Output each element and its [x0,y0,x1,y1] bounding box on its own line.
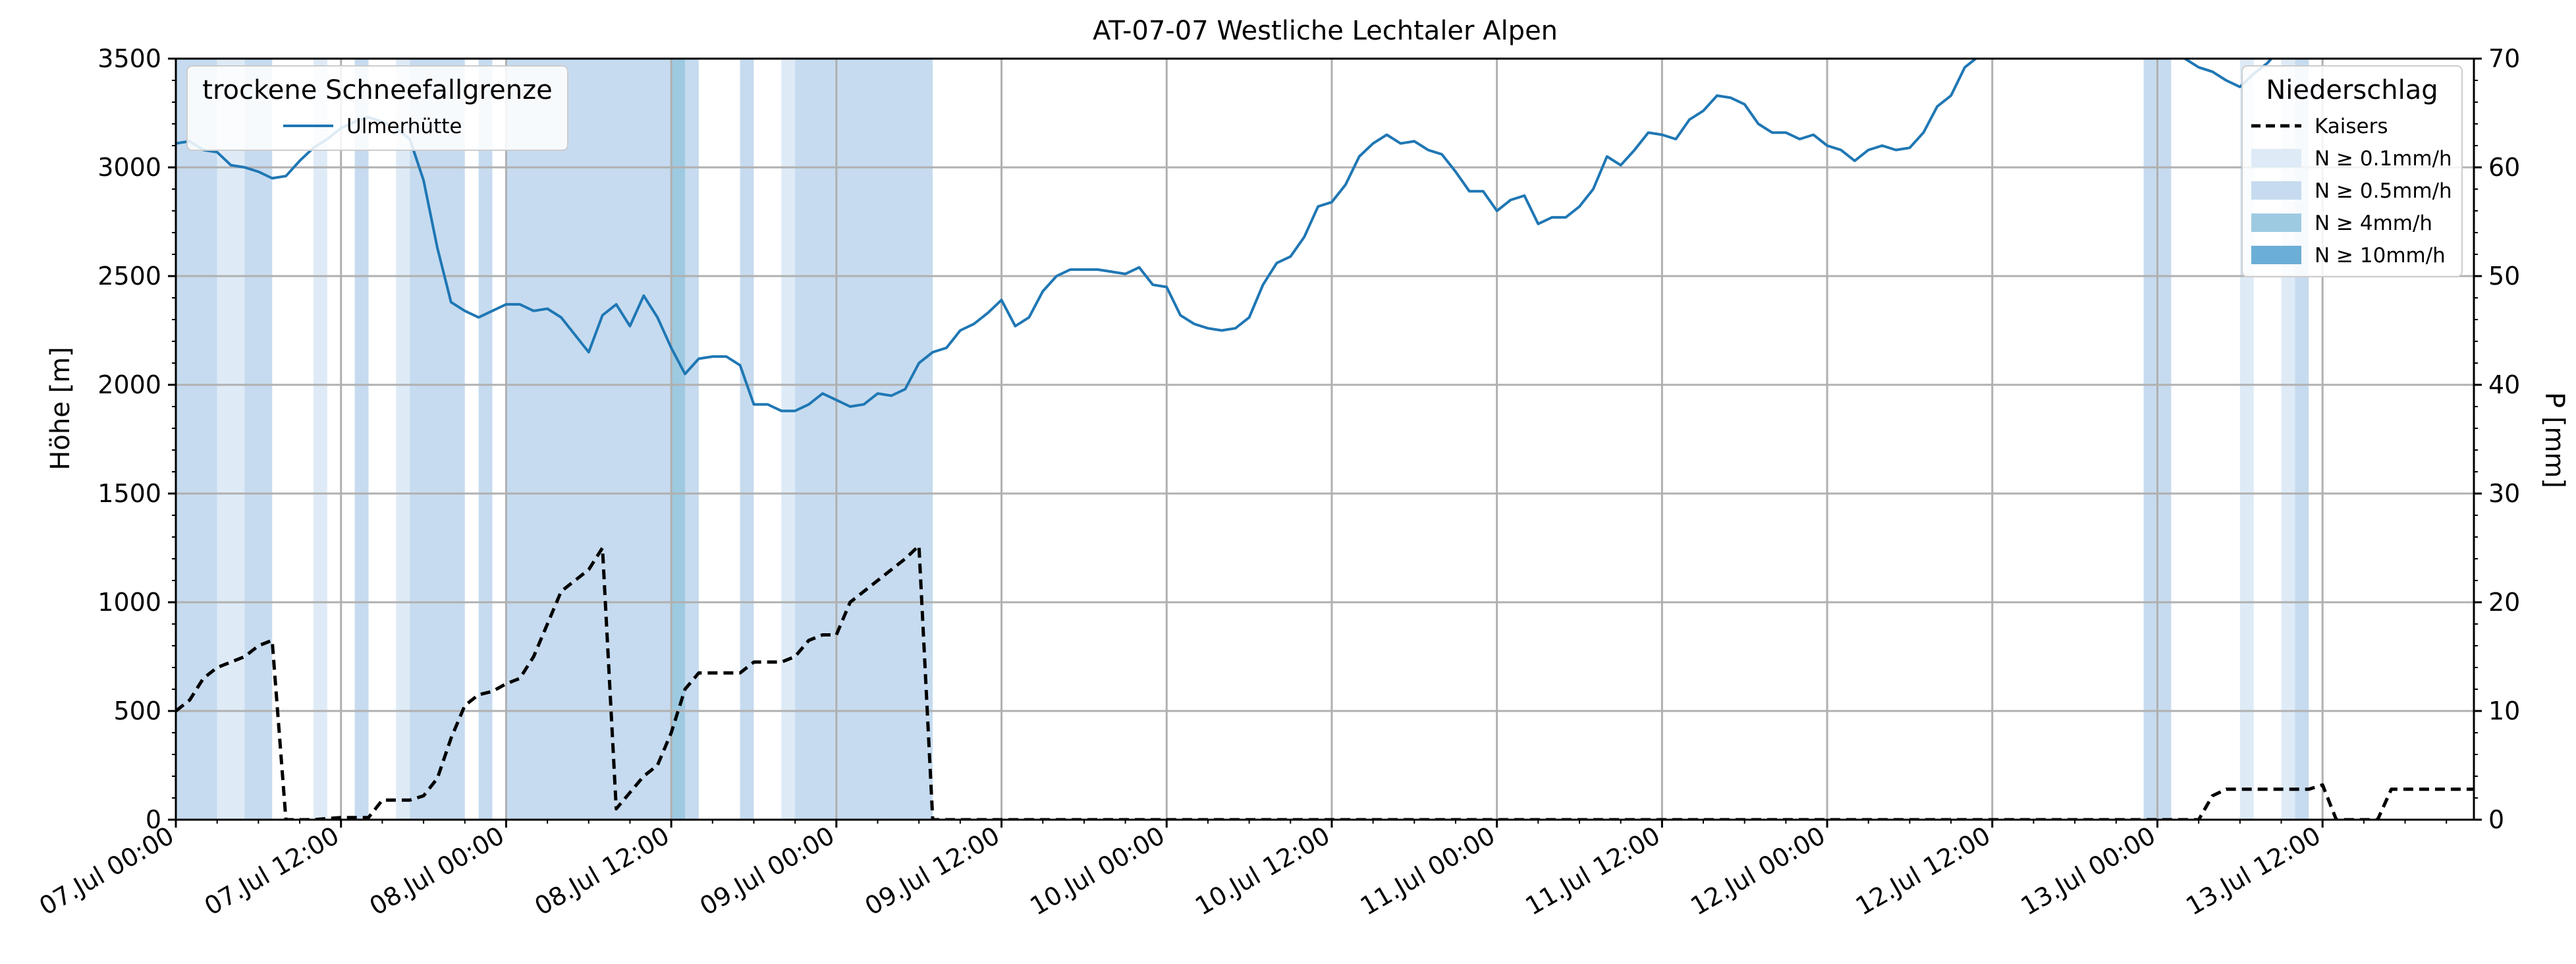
precip-band-n01 [217,59,245,820]
y2-tick-label: 70 [2488,44,2520,73]
precip-band-n05 [2143,59,2158,820]
legend-kaisers-label: Kaisers [2315,115,2388,138]
y-tick-label: 2000 [97,370,161,399]
chart-title: AT-07-07 Westliche Lechtaler Alpen [1093,16,1558,46]
legend-snowline: trockene Schneefallgrenze Ulmerhütte [186,65,568,151]
precip-band-n4 [671,59,686,820]
legend-n05-label: N ≥ 0.5mm/h [2315,179,2452,203]
legend-ulmerhuette-label: Ulmerhütte [346,115,462,138]
legend-n4-swatch [2251,213,2301,232]
legend-n01-swatch [2251,149,2301,167]
precip-band-n05 [2157,59,2172,820]
y2-tick-label: 30 [2488,479,2520,508]
y-tick-label: 1500 [97,479,161,508]
y2-tick-label: 0 [2488,805,2504,834]
precip-band-n05 [354,59,369,820]
plot-frame [175,57,2475,821]
precip-band-n05 [506,59,672,820]
precip-band-n05 [740,59,754,820]
y-tick-label: 0 [146,805,161,834]
y-tick-label: 1000 [97,588,161,617]
series-line-kaisers [176,544,2474,820]
y-tick-label: 500 [113,696,161,725]
precip-band-n01 [396,59,410,820]
series-line-ulmerh-tte [176,59,2274,412]
y-tick-label: 2500 [97,262,161,291]
legend-n05-swatch [2251,181,2301,200]
y2-tick-label: 40 [2488,370,2520,399]
y2-tick-label: 20 [2488,588,2520,617]
precip-band-n05 [244,59,273,820]
legend-n4-label: N ≥ 4mm/h [2315,212,2432,235]
y-tick-label: 3500 [97,44,161,73]
legend-n10-label: N ≥ 10mm/h [2315,244,2446,268]
series [176,59,2474,820]
y2-tick-label: 10 [2488,696,2520,725]
precip-band-n05 [478,59,493,820]
precip-band-n01 [781,59,796,820]
precip-band-n05 [410,59,465,820]
precip-band-n05 [685,59,699,820]
precip-band-n05 [795,59,933,820]
precip-band-n01 [313,59,327,820]
y2-axis-title: P [mm] [2539,392,2569,488]
legend-n10-swatch [2251,246,2301,264]
y-tick-label: 3000 [97,153,161,182]
legend-precip-title: Niederschlag [2266,75,2438,105]
precip-band-n05 [176,59,217,820]
precip-bands [176,59,2309,820]
legend-n01-label: N ≥ 0.1mm/h [2315,147,2452,171]
y-axis-title: Höhe [m] [45,347,76,470]
legend-snowline-title: trockene Schneefallgrenze [202,75,552,105]
y2-tick-label: 60 [2488,153,2520,182]
legend-snowline-box [186,65,568,151]
legend-precip: Niederschlag Kaisers N ≥ 0.1mm/h N ≥ 0.5… [2241,65,2463,277]
y2-tick-label: 50 [2488,262,2520,291]
